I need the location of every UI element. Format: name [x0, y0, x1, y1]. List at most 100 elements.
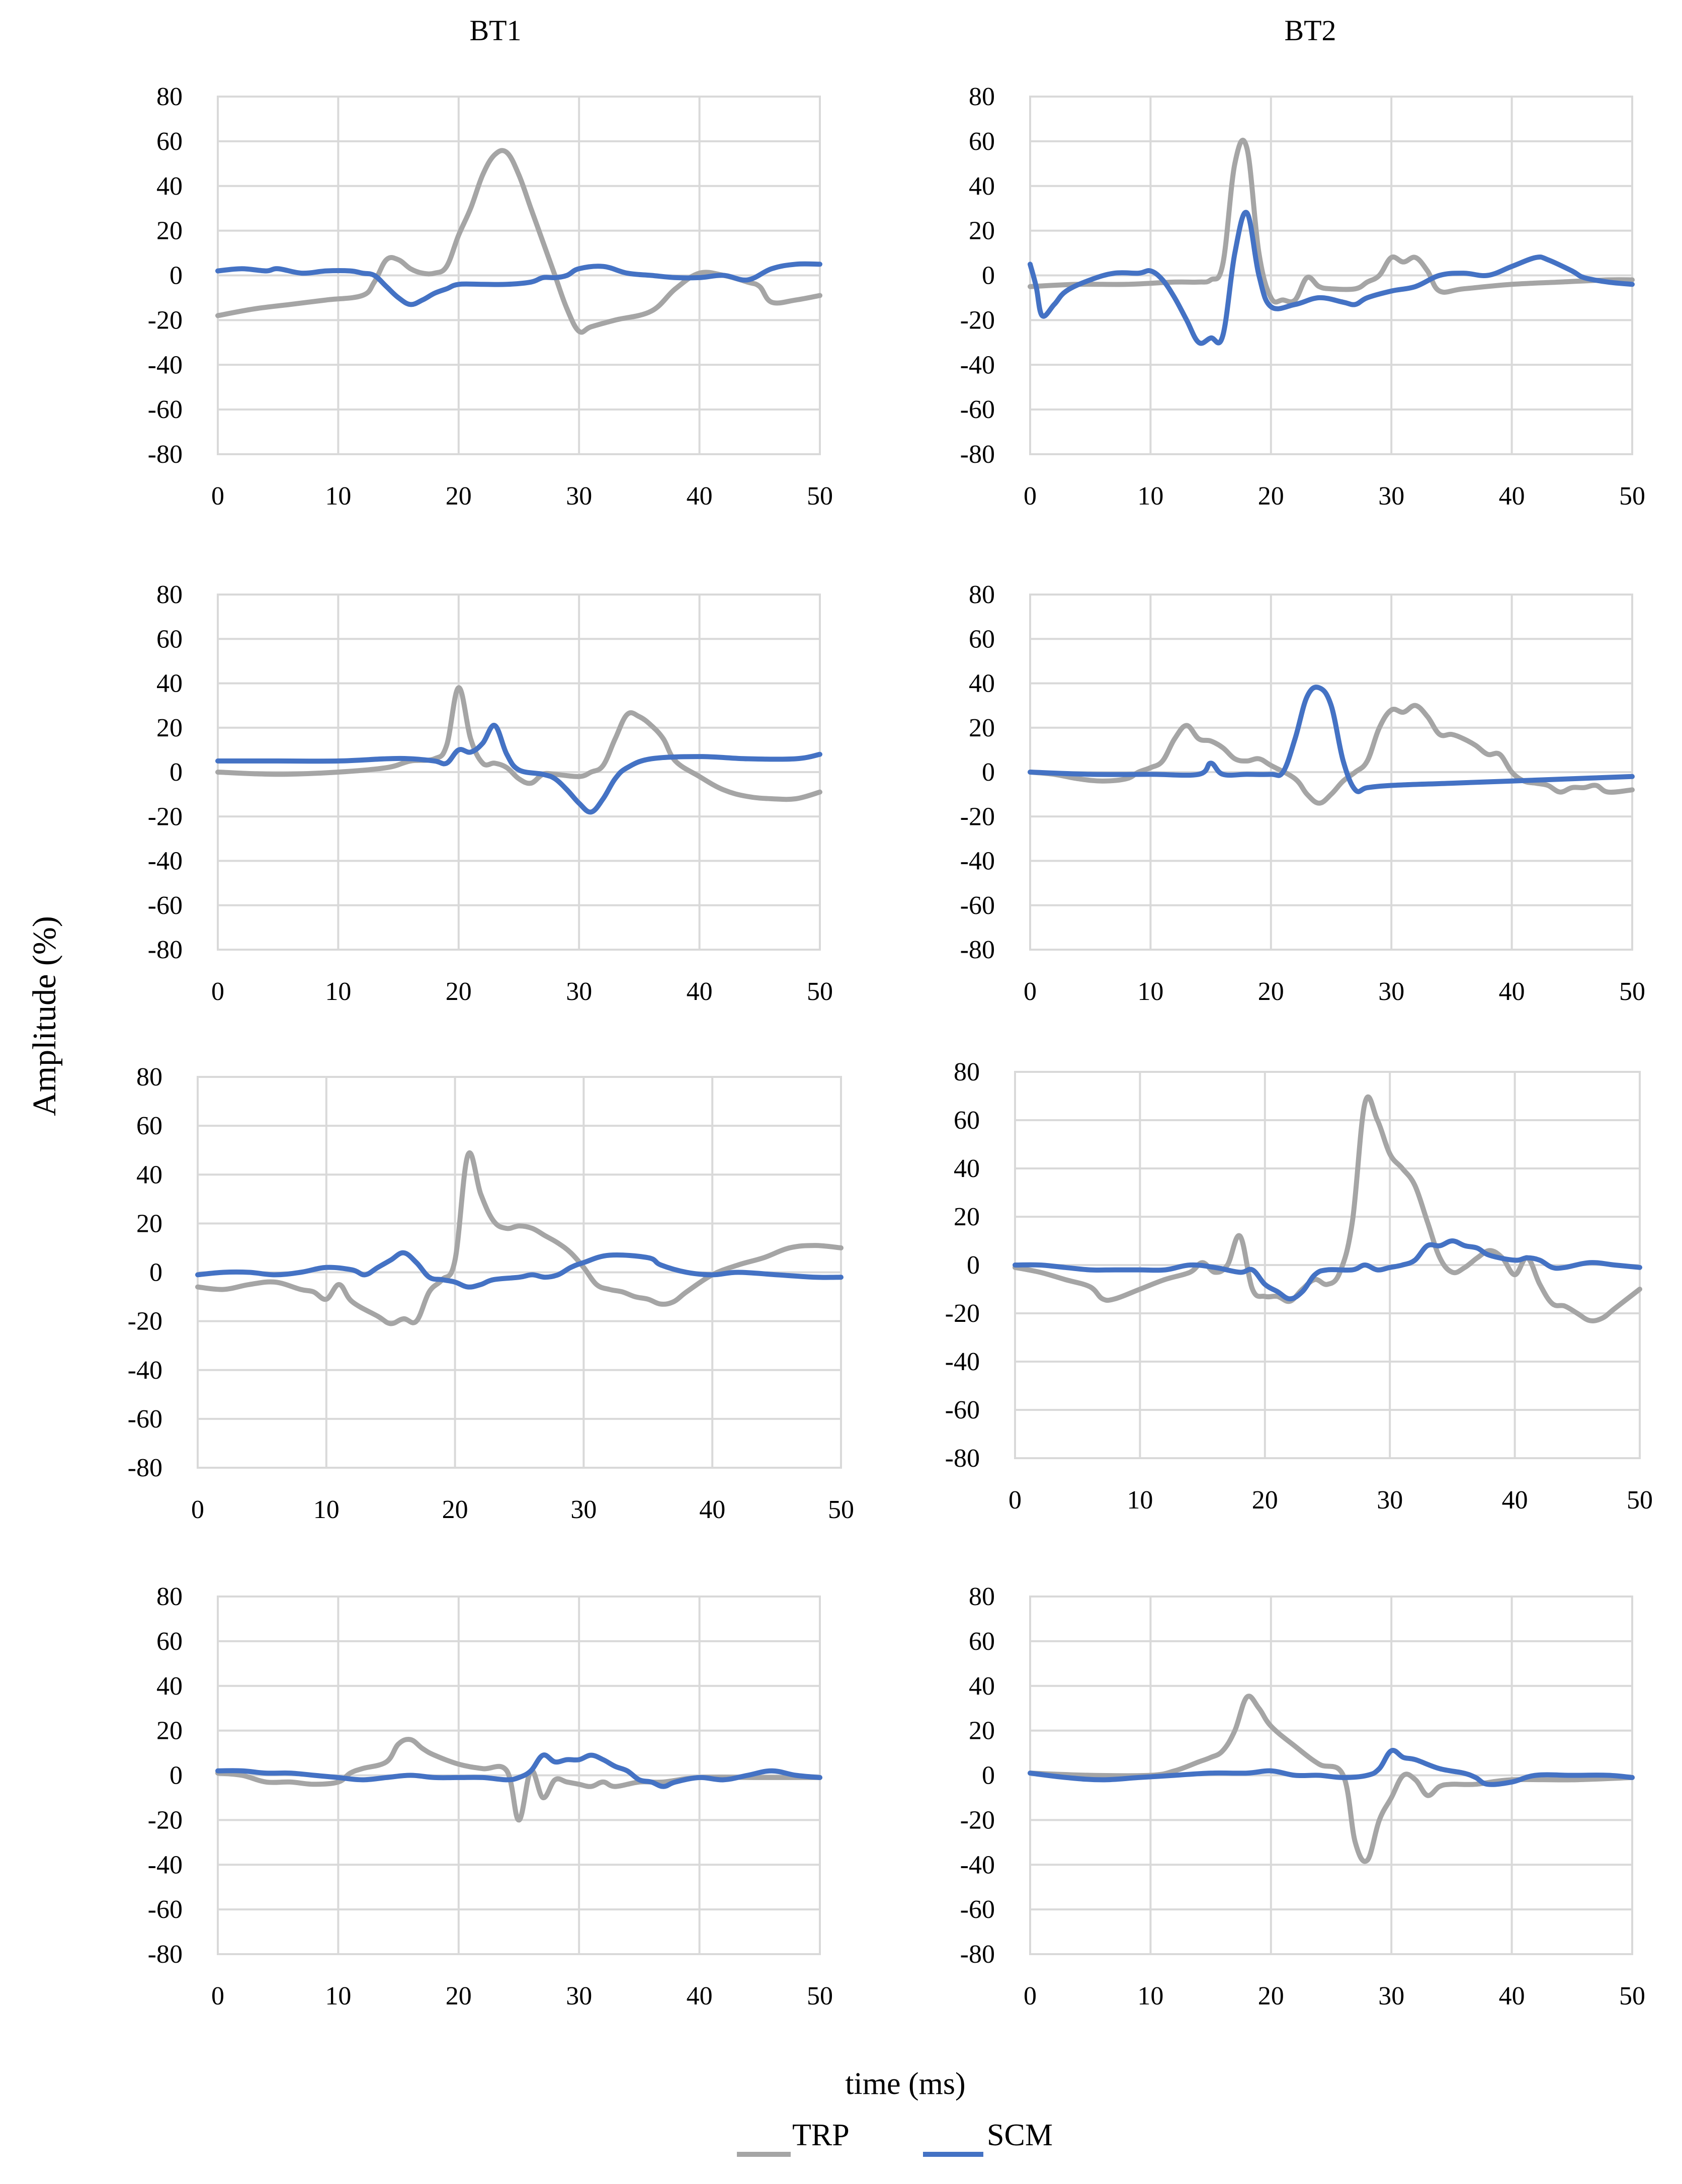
y-tick-label: -40 [148, 847, 183, 876]
x-tick-label: 50 [1619, 977, 1645, 1006]
x-tick-label: 50 [807, 1982, 833, 2010]
x-tick-label: 50 [807, 482, 833, 511]
y-tick-label: -20 [945, 1299, 980, 1328]
series-line-scm [215, 1752, 822, 1789]
x-tick-label: 40 [687, 977, 713, 1006]
y-tick-label: 60 [969, 625, 995, 653]
panels: 80 60 40 20 0 -20 -40 -60 -80 0 10 20 30 40 50 80 60 40 20… [128, 82, 1653, 2010]
y-tick-label: 80 [969, 82, 995, 111]
series-line-trp [215, 1736, 822, 1823]
y-tick-label: 80 [969, 580, 995, 609]
column-title-bt1: BT1 [469, 14, 521, 47]
y-tick-label: 0 [149, 1258, 162, 1287]
series-line-trp [195, 1150, 844, 1326]
y-tick-label: 80 [969, 1582, 995, 1611]
series-line-scm [195, 1250, 844, 1290]
series-line-scm [215, 261, 822, 307]
y-tick-label: -80 [148, 440, 183, 469]
y-tick-label: 80 [156, 580, 183, 609]
y-tick-label: -40 [960, 847, 995, 876]
y-tick-label: -80 [960, 1940, 995, 1969]
x-tick-label: 30 [1378, 1982, 1404, 2010]
y-tick-label: -80 [960, 440, 995, 469]
y-tick-label: 60 [969, 127, 995, 156]
x-tick-label: 30 [566, 977, 592, 1006]
y-tick-label: -20 [960, 306, 995, 334]
series-line-scm [1028, 1748, 1635, 1787]
y-tick-label: 40 [156, 172, 183, 201]
y-tick-label: 0 [170, 758, 183, 787]
series-line-trp [215, 685, 822, 802]
y-tick-label: 40 [969, 669, 995, 698]
x-tick-label: 0 [211, 482, 224, 511]
x-tick-label: 30 [566, 482, 592, 511]
y-tick-label: -60 [148, 395, 183, 424]
x-tick-label: 40 [1499, 482, 1525, 511]
plot-area-border [217, 96, 821, 455]
y-tick-label: 20 [136, 1209, 162, 1238]
legend-label-scm: SCM [987, 2118, 1053, 2152]
x-tick-label: 40 [1502, 1486, 1528, 1515]
y-tick-label: -20 [960, 802, 995, 831]
y-tick-label: 60 [156, 1627, 183, 1656]
y-tick-label: 40 [954, 1154, 980, 1183]
x-tick-label: 50 [1619, 482, 1645, 511]
y-tick-label: 60 [136, 1112, 162, 1140]
y-tick-label: 40 [156, 669, 183, 698]
series-line-scm [1028, 685, 1635, 794]
chart-panel: 80 60 40 20 0 -20 -40 -60 -80 0 10 20 30 40 50 [960, 1582, 1645, 2010]
y-tick-label: 80 [156, 1582, 183, 1611]
x-tick-label: 20 [1258, 482, 1284, 511]
x-tick-label: 40 [699, 1495, 725, 1524]
y-tick-label: 40 [969, 172, 995, 201]
x-tick-label: 50 [807, 977, 833, 1006]
y-tick-label: 0 [170, 1761, 183, 1790]
x-tick-label: 0 [1024, 1982, 1037, 2010]
y-tick-label: 0 [170, 262, 183, 290]
x-tick-label: 30 [1378, 482, 1404, 511]
y-tick-label: 20 [969, 1717, 995, 1745]
series-line-trp [1028, 137, 1635, 305]
chart-panel: 80 60 40 20 0 -20 -40 -60 -80 0 10 20 30 40 50 [148, 1582, 833, 2010]
y-tick-label: -60 [960, 1895, 995, 1924]
series-line-trp [215, 148, 822, 335]
x-tick-label: 10 [1127, 1486, 1153, 1515]
series-line-scm [1013, 1238, 1642, 1302]
x-tick-label: 30 [1377, 1486, 1403, 1515]
legend: TRP SCM [737, 2118, 1053, 2157]
y-tick-label: 40 [156, 1672, 183, 1701]
y-tick-label: 0 [967, 1251, 980, 1280]
y-tick-label: 40 [136, 1160, 162, 1189]
x-tick-label: 0 [1024, 977, 1037, 1006]
x-tick-label: 30 [566, 1982, 592, 2010]
y-tick-label: -60 [148, 1895, 183, 1924]
x-tick-label: 20 [446, 482, 472, 511]
y-tick-label: 20 [969, 714, 995, 742]
y-tick-label: -20 [128, 1307, 162, 1336]
y-tick-label: -40 [960, 1851, 995, 1879]
y-tick-label: -20 [148, 1806, 183, 1834]
y-tick-label: 80 [954, 1058, 980, 1086]
y-tick-label: 20 [156, 1717, 183, 1745]
y-tick-label: -80 [128, 1454, 162, 1482]
x-tick-label: 20 [1252, 1486, 1278, 1515]
y-tick-label: 20 [156, 217, 183, 245]
series-line-trp [1013, 1094, 1642, 1323]
y-tick-label: 0 [982, 1761, 995, 1790]
x-tick-label: 40 [1499, 977, 1525, 1006]
x-tick-label: 40 [687, 482, 713, 511]
y-tick-label: -60 [128, 1405, 162, 1434]
y-tick-label: 20 [156, 714, 183, 742]
y-tick-label: -80 [148, 1940, 183, 1969]
x-tick-label: 20 [446, 1982, 472, 2010]
column-title-bt2: BT2 [1284, 14, 1336, 47]
y-tick-label: 0 [982, 262, 995, 290]
chart-panel: 80 60 40 20 0 -20 -40 -60 -80 0 10 20 30 40 50 [960, 580, 1645, 1006]
y-tick-label: 60 [156, 625, 183, 653]
x-tick-label: 10 [325, 977, 351, 1006]
x-tick-label: 0 [1008, 1486, 1022, 1515]
y-tick-label: -20 [148, 306, 183, 334]
y-tick-label: 20 [954, 1203, 980, 1231]
chart-panel: 80 60 40 20 0 -20 -40 -60 -80 0 10 20 30 40 50 [945, 1058, 1653, 1515]
